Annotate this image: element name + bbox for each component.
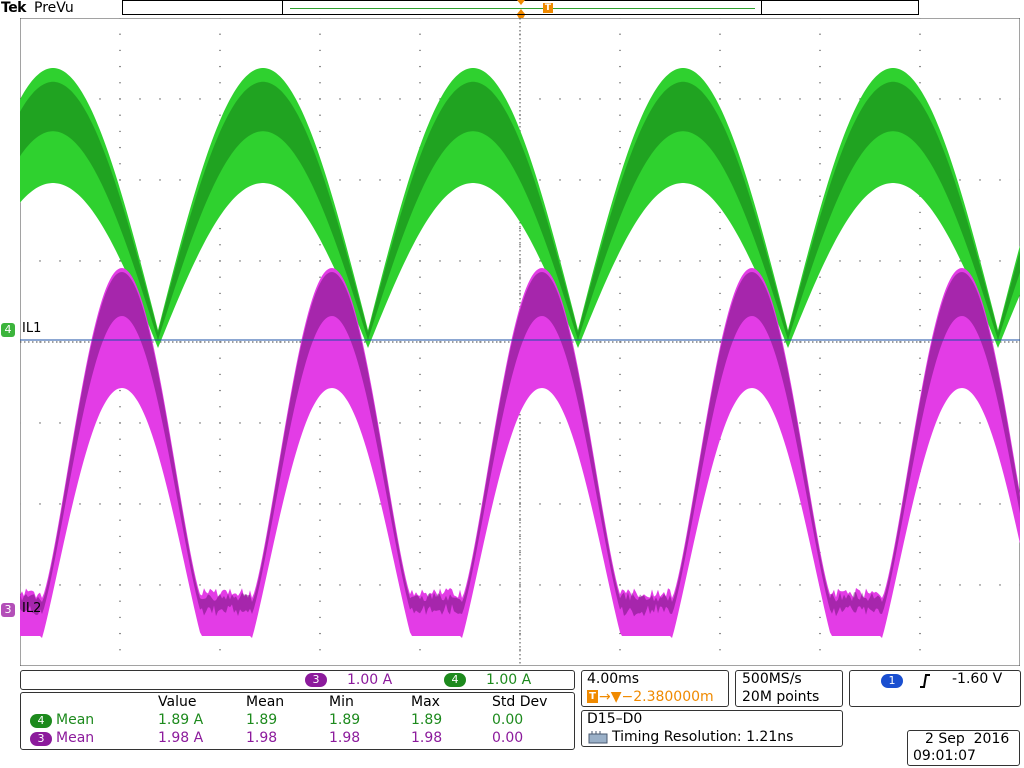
meas-row-label: Mean bbox=[56, 730, 94, 746]
meas-row-value: 1.98 A bbox=[158, 730, 203, 746]
sample-rate: 500MS/s bbox=[742, 671, 802, 687]
trigger-delay-icon: T bbox=[587, 690, 598, 703]
ch3-label: IL2 bbox=[22, 601, 41, 616]
meas-row-mean: 1.89 bbox=[246, 712, 277, 728]
meas-row-max: 1.98 bbox=[411, 730, 442, 746]
digital-probe-icon bbox=[588, 731, 608, 745]
meas-header-min: Min bbox=[329, 694, 354, 710]
digital-channels: D15–D0 bbox=[587, 711, 642, 727]
meas-row-label: Mean bbox=[56, 712, 94, 728]
meas-row-value: 1.89 A bbox=[158, 712, 203, 728]
meas-row-channel-badge: 3 bbox=[30, 732, 52, 746]
ch3-number: 3 bbox=[1, 603, 15, 617]
ch4-ground-marker[interactable]: 4 bbox=[0, 322, 20, 338]
trigger-level: -1.60 V bbox=[952, 671, 1002, 687]
meas-row-min: 1.89 bbox=[329, 712, 360, 728]
brand-logo: Tek bbox=[1, 0, 26, 16]
meas-row-stddev: 0.00 bbox=[492, 730, 523, 746]
ch4-label: IL1 bbox=[22, 321, 41, 336]
meas-row-channel-badge: 4 bbox=[30, 714, 52, 728]
time: 09:01:07 bbox=[913, 748, 976, 764]
ch3-scale-badge[interactable]: 3 bbox=[305, 673, 327, 687]
meas-header-max: Max bbox=[411, 694, 440, 710]
acquisition-mode: PreVu bbox=[34, 0, 74, 16]
waveform-graticule[interactable] bbox=[20, 18, 1020, 666]
meas-header-mean: Mean bbox=[246, 694, 284, 710]
meas-header-value: Value bbox=[158, 694, 196, 710]
trigger-channel-badge: 1 bbox=[881, 674, 903, 688]
meas-row-stddev: 0.00 bbox=[492, 712, 523, 728]
meas-row-min: 1.98 bbox=[329, 730, 360, 746]
timebase-scale: 4.00ms bbox=[587, 671, 639, 687]
ch4-scale-badge[interactable]: 4 bbox=[444, 673, 466, 687]
meas-row-mean: 1.98 bbox=[246, 730, 277, 746]
timing-resolution: Timing Resolution: 1.21ns bbox=[612, 729, 793, 745]
ch4-number: 4 bbox=[1, 323, 15, 337]
meas-header-stddev: Std Dev bbox=[492, 694, 547, 710]
record-trigger-marker: T bbox=[543, 3, 553, 13]
trigger-position: →▼−2.380000m bbox=[599, 689, 727, 705]
ch4-scale[interactable]: 1.00 A bbox=[486, 672, 531, 688]
ch3-ground-marker[interactable]: 3 bbox=[0, 602, 20, 618]
ch3-scale[interactable]: 1.00 A bbox=[347, 672, 392, 688]
record-length: 20M points bbox=[742, 689, 819, 705]
rising-edge-icon bbox=[918, 673, 932, 689]
date: 2 Sep 2016 bbox=[925, 731, 1009, 747]
meas-row-max: 1.89 bbox=[411, 712, 442, 728]
